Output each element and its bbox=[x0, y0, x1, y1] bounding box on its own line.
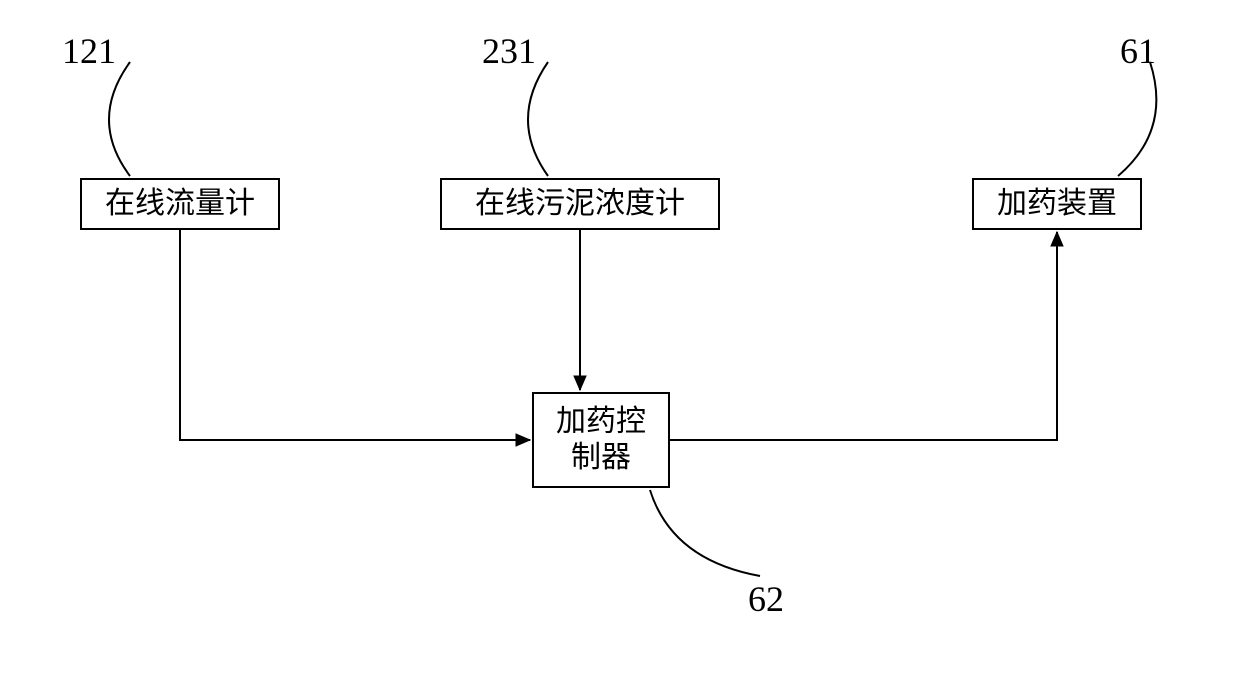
diagram-canvas: 在线流量计 121 在线污泥浓度计 231 加药装置 61 加药控 制器 62 bbox=[0, 0, 1240, 684]
node-controller-line2: 制器 bbox=[571, 440, 631, 476]
ref-label-121: 121 bbox=[62, 30, 116, 72]
ref-label-61: 61 bbox=[1120, 30, 1156, 72]
node-sludge-text: 在线污泥浓度计 bbox=[475, 186, 685, 222]
node-flowmeter: 在线流量计 bbox=[80, 178, 280, 230]
ref-label-231: 231 bbox=[482, 30, 536, 72]
connectors-svg bbox=[0, 0, 1240, 684]
node-flowmeter-text: 在线流量计 bbox=[105, 186, 255, 222]
node-controller-line1: 加药控 bbox=[556, 404, 646, 440]
ref-label-62: 62 bbox=[748, 578, 784, 620]
node-dosing-controller: 加药控 制器 bbox=[532, 392, 670, 488]
node-device-text: 加药装置 bbox=[997, 186, 1117, 222]
node-dosing-device: 加药装置 bbox=[972, 178, 1142, 230]
node-sludge-meter: 在线污泥浓度计 bbox=[440, 178, 720, 230]
